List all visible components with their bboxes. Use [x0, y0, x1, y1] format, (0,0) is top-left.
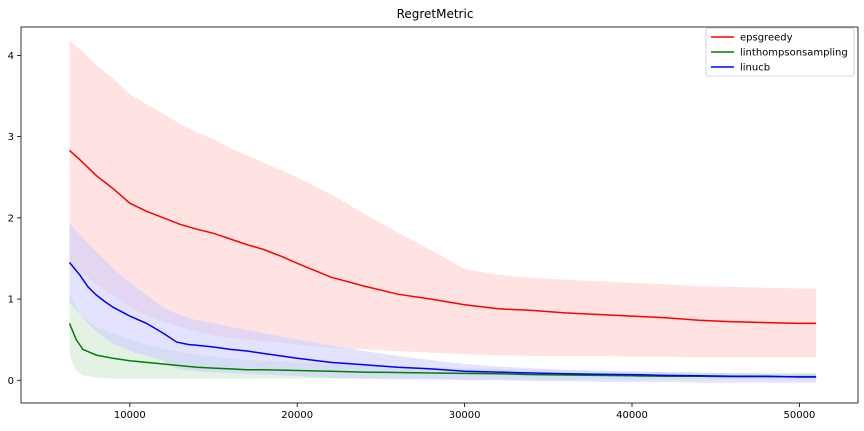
x-tick-label: 50000 [784, 410, 816, 421]
y-axis: 0 1 2 3 4 [8, 51, 21, 387]
y-tick-label: 1 [8, 295, 14, 306]
x-tick-label: 10000 [114, 410, 146, 421]
y-tick-label: 2 [8, 213, 14, 224]
legend: epsgreedy linthompsonsampling linucb [705, 27, 855, 77]
legend-label-linucb: linucb [740, 63, 770, 74]
legend-label-epsgreedy: epsgreedy [740, 33, 793, 44]
x-tick-label: 30000 [449, 410, 481, 421]
epsgreedy-line [69, 149, 817, 325]
plot-frame [20, 26, 859, 404]
x-tick-label: 20000 [281, 410, 313, 421]
chart-title: RegretMetric [397, 7, 474, 21]
linthompsonsampling-band [69, 295, 817, 380]
y-tick-label: 4 [8, 51, 14, 62]
y-tick-label: 3 [8, 132, 14, 143]
linthompsonsampling-line [68, 323, 817, 378]
legend-label-linthompsonsampling: linthompsonsampling [740, 48, 848, 59]
linucb-line [68, 262, 817, 378]
x-axis: 10000 20000 30000 40000 50000 [114, 403, 815, 421]
series-lines [68, 149, 817, 378]
y-tick-label: 0 [8, 376, 14, 387]
x-tick-label: 40000 [616, 410, 648, 421]
linucb-band [69, 223, 817, 383]
epsgreedy-band [69, 40, 817, 358]
legend-box [705, 27, 855, 77]
confidence-bands [69, 40, 817, 383]
